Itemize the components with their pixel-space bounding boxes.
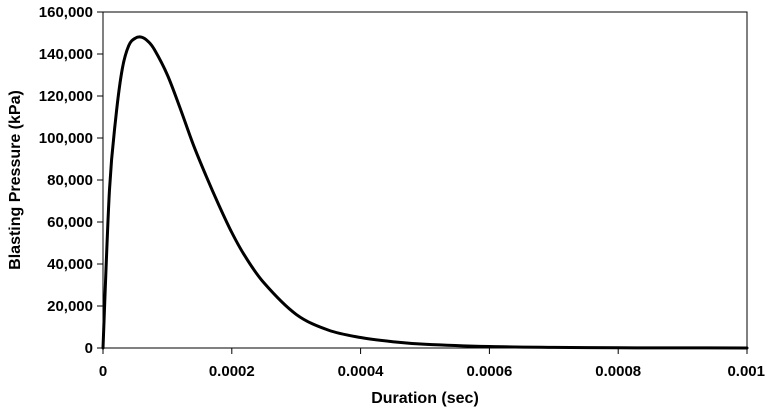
plot-area-frame <box>102 11 748 349</box>
x-axis-title: Duration (sec) <box>371 390 479 407</box>
y-tick-label: 140,000 <box>39 46 93 63</box>
y-tick-label: 60,000 <box>47 214 93 231</box>
x-tick-label: 0.0006 <box>466 363 512 380</box>
y-tick-label: 80,000 <box>47 172 93 189</box>
y-tick-label: 100,000 <box>39 130 93 147</box>
y-tick-label: 160,000 <box>39 4 93 21</box>
x-tick-label: 0.0002 <box>209 363 255 380</box>
y-tick-label: 120,000 <box>39 88 93 105</box>
series-line-blasting-pressure <box>101 35 749 350</box>
x-tick-label: 0.0004 <box>338 363 385 380</box>
y-tick-label: 20,000 <box>47 298 93 315</box>
y-tick-label: 40,000 <box>47 256 93 273</box>
x-axis-ticks: 0 0.0002 0.0004 0.0006 0.0008 0.001 <box>99 348 765 380</box>
y-axis-title: Blasting Pressure (kPa) <box>7 90 24 270</box>
y-tick-label: 0 <box>85 340 93 357</box>
x-tick-label: 0.001 <box>727 363 765 380</box>
x-tick-label: 0.0008 <box>595 363 641 380</box>
y-axis-ticks: 0 20,000 40,000 60,000 80,000 100,000 120,000 1… <box>39 4 103 357</box>
x-tick-label: 0 <box>99 363 107 380</box>
